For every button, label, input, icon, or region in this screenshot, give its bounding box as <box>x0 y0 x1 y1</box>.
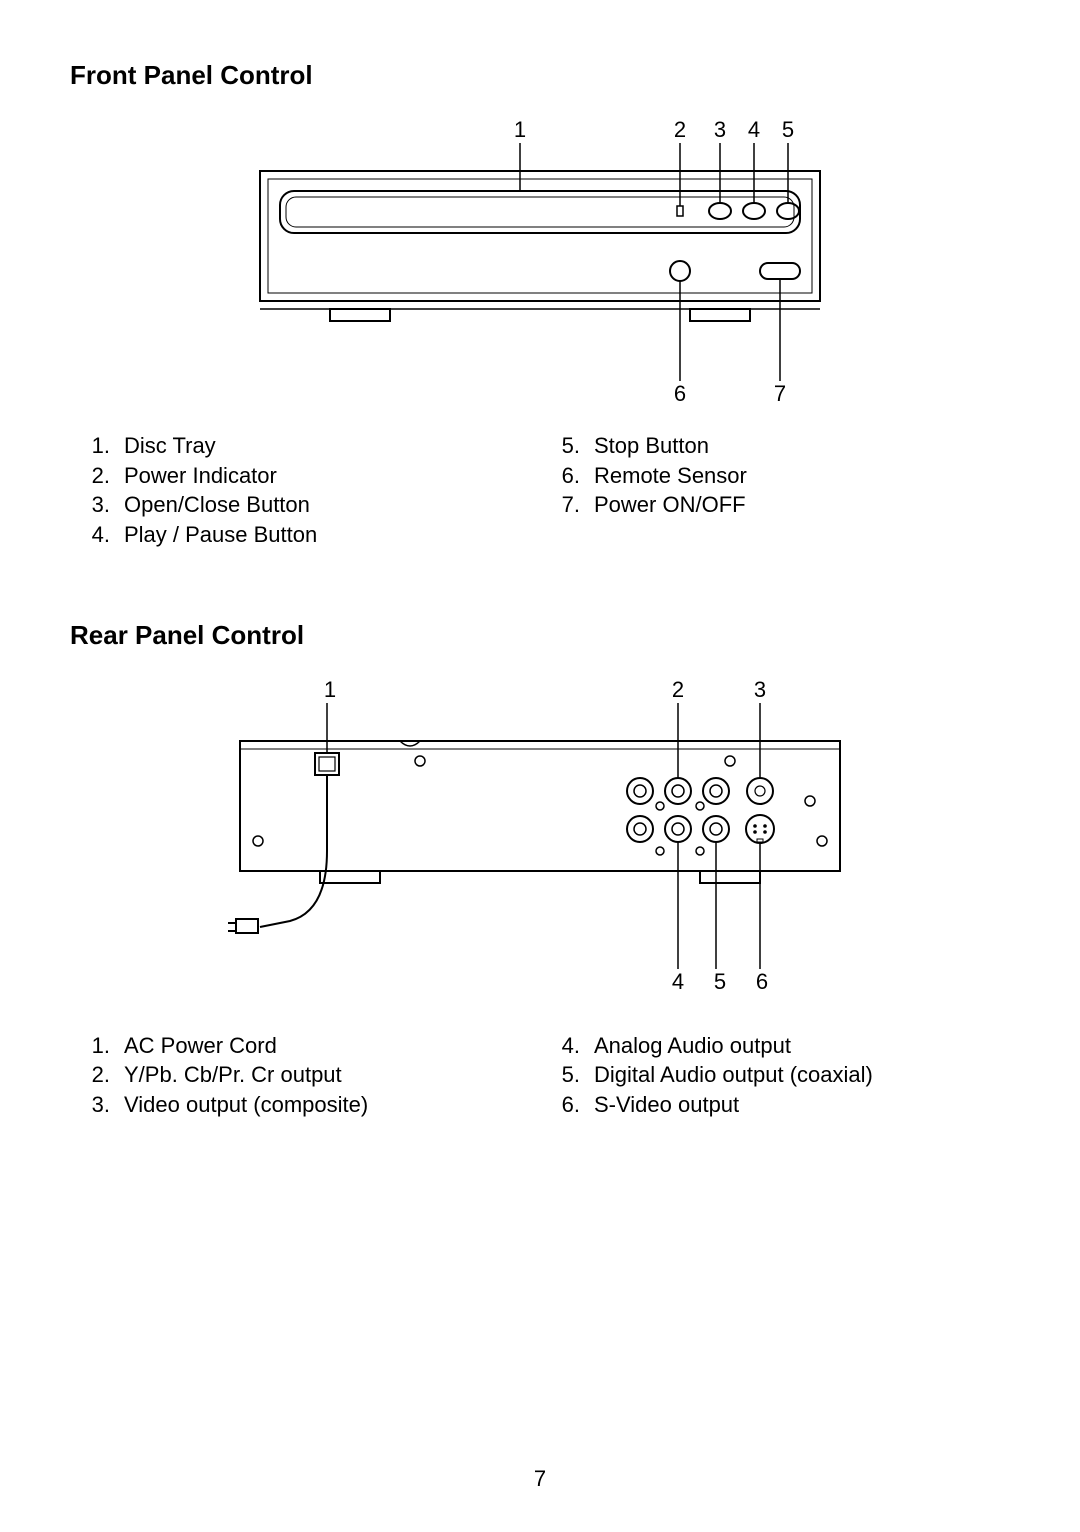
section-spacer <box>70 550 1010 620</box>
legend-number: 2. <box>70 1060 124 1090</box>
legend-item: 4.Analog Audio output <box>540 1031 1010 1061</box>
legend-item: 4.Play / Pause Button <box>70 520 540 550</box>
legend-number: 3. <box>70 490 124 520</box>
svg-text:5: 5 <box>782 117 794 142</box>
legend-item: 7.Power ON/OFF <box>540 490 1010 520</box>
svg-text:4: 4 <box>672 969 684 994</box>
svg-text:3: 3 <box>714 117 726 142</box>
front-panel-diagram: 1 2 345 6 7 <box>220 111 860 411</box>
legend-item: 1.Disc Tray <box>70 431 540 461</box>
legend-text: Digital Audio output (coaxial) <box>594 1060 873 1090</box>
front-legend-right: 5.Stop Button6.Remote Sensor7.Power ON/O… <box>540 431 1010 550</box>
rear-legend-right: 4.Analog Audio output5.Digital Audio out… <box>540 1031 1010 1120</box>
legend-number: 1. <box>70 1031 124 1061</box>
svg-text:1: 1 <box>324 677 336 702</box>
legend-text: Open/Close Button <box>124 490 310 520</box>
legend-number: 7. <box>540 490 594 520</box>
svg-text:6: 6 <box>674 381 686 406</box>
legend-number: 4. <box>540 1031 594 1061</box>
legend-item: 5.Digital Audio output (coaxial) <box>540 1060 1010 1090</box>
rear-diagram-wrap: 1 2 3 4 5 6 <box>70 671 1010 1011</box>
svg-text:1: 1 <box>514 117 526 142</box>
rear-panel-diagram: 1 2 3 4 5 6 <box>200 671 880 1011</box>
rear-legend: 1.AC Power Cord2.Y/Pb. Cb/Pr. Cr output3… <box>70 1031 1010 1120</box>
legend-number: 5. <box>540 431 594 461</box>
svg-text:3: 3 <box>754 677 766 702</box>
legend-item: 6.Remote Sensor <box>540 461 1010 491</box>
svg-text:7: 7 <box>774 381 786 406</box>
legend-text: AC Power Cord <box>124 1031 277 1061</box>
legend-text: S-Video output <box>594 1090 739 1120</box>
legend-number: 4. <box>70 520 124 550</box>
legend-number: 2. <box>70 461 124 491</box>
page-number: 7 <box>0 1466 1080 1492</box>
legend-item: 3.Open/Close Button <box>70 490 540 520</box>
legend-item: 2.Power Indicator <box>70 461 540 491</box>
legend-number: 3. <box>70 1090 124 1120</box>
svg-text:4: 4 <box>748 117 760 142</box>
svg-text:5: 5 <box>714 969 726 994</box>
front-diagram-wrap: 1 2 345 6 7 <box>70 111 1010 411</box>
legend-item: 6.S-Video output <box>540 1090 1010 1120</box>
legend-text: Remote Sensor <box>594 461 747 491</box>
svg-text:2: 2 <box>674 117 686 142</box>
legend-text: Power ON/OFF <box>594 490 746 520</box>
legend-number: 5. <box>540 1060 594 1090</box>
legend-text: Play / Pause Button <box>124 520 317 550</box>
front-legend: 1.Disc Tray2.Power Indicator3.Open/Close… <box>70 431 1010 550</box>
legend-item: 1.AC Power Cord <box>70 1031 540 1061</box>
legend-item: 2.Y/Pb. Cb/Pr. Cr output <box>70 1060 540 1090</box>
legend-text: Analog Audio output <box>594 1031 791 1061</box>
legend-item: 3.Video output (composite) <box>70 1090 540 1120</box>
rear-legend-left: 1.AC Power Cord2.Y/Pb. Cb/Pr. Cr output3… <box>70 1031 540 1120</box>
legend-text: Video output (composite) <box>124 1090 368 1120</box>
front-legend-left: 1.Disc Tray2.Power Indicator3.Open/Close… <box>70 431 540 550</box>
svg-text:6: 6 <box>756 969 768 994</box>
manual-page: Front Panel Control 1234567 1.Disc Tray2… <box>0 0 1080 1532</box>
rear-title: Rear Panel Control <box>70 620 1010 651</box>
front-title: Front Panel Control <box>70 60 1010 91</box>
legend-text: Disc Tray <box>124 431 216 461</box>
legend-number: 6. <box>540 461 594 491</box>
legend-text: Stop Button <box>594 431 709 461</box>
legend-text: Y/Pb. Cb/Pr. Cr output <box>124 1060 342 1090</box>
svg-text:2: 2 <box>672 677 684 702</box>
legend-item: 5.Stop Button <box>540 431 1010 461</box>
legend-number: 1. <box>70 431 124 461</box>
legend-text: Power Indicator <box>124 461 277 491</box>
legend-number: 6. <box>540 1090 594 1120</box>
